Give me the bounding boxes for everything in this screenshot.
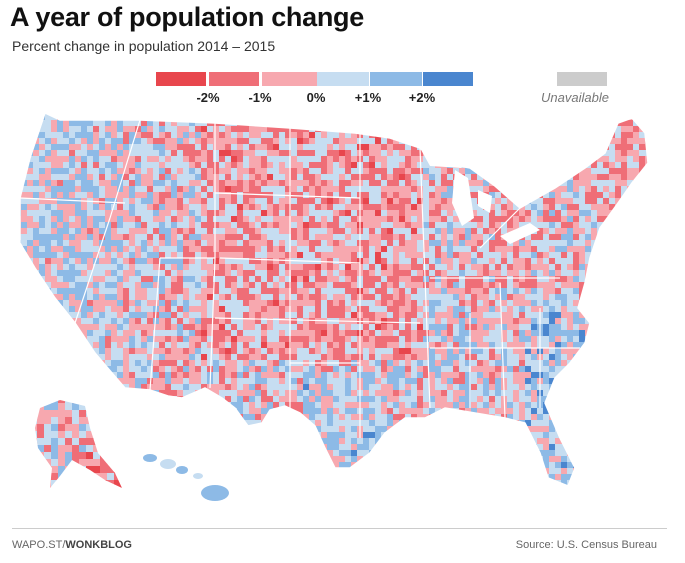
footer-credit[interactable]: WAPO.ST/WONKBLOG — [12, 539, 132, 551]
color-legend: -2% -1% 0% +1% +2% — [156, 72, 626, 108]
alaska-counties — [35, 400, 122, 488]
footer-divider — [12, 528, 667, 529]
state-boundaries — [19, 119, 580, 438]
page-title: A year of population change — [10, 2, 364, 32]
contiguous-us-outline — [19, 111, 649, 487]
legend-tick-1: -2% — [196, 90, 220, 105]
page-subtitle: Percent change in population 2014 – 2015 — [12, 38, 276, 54]
legend-unavailable-label: Unavailable — [541, 90, 609, 105]
credit-brand: WONKBLOG — [65, 539, 132, 551]
legend-swatch-5 — [370, 72, 422, 86]
legend-tick-4: +1% — [354, 90, 382, 105]
legend-swatch-3 — [262, 72, 317, 86]
legend-tick-5: +2% — [408, 90, 436, 105]
credit-prefix: WAPO.ST/ — [12, 539, 66, 551]
legend-tick-3: 0% — [306, 90, 326, 105]
legend-tick-2: -1% — [248, 90, 272, 105]
legend-unavailable-swatch — [557, 72, 607, 86]
hawaii-islands — [143, 454, 229, 501]
county-choropleth-map — [19, 111, 649, 501]
legend-swatch-1 — [156, 72, 206, 86]
legend-swatch-4 — [317, 72, 369, 86]
legend-swatch-2 — [209, 72, 259, 86]
legend-swatch-6 — [423, 72, 473, 86]
great-lakes — [420, 148, 540, 244]
footer-source: Source: U.S. Census Bureau — [515, 539, 657, 551]
